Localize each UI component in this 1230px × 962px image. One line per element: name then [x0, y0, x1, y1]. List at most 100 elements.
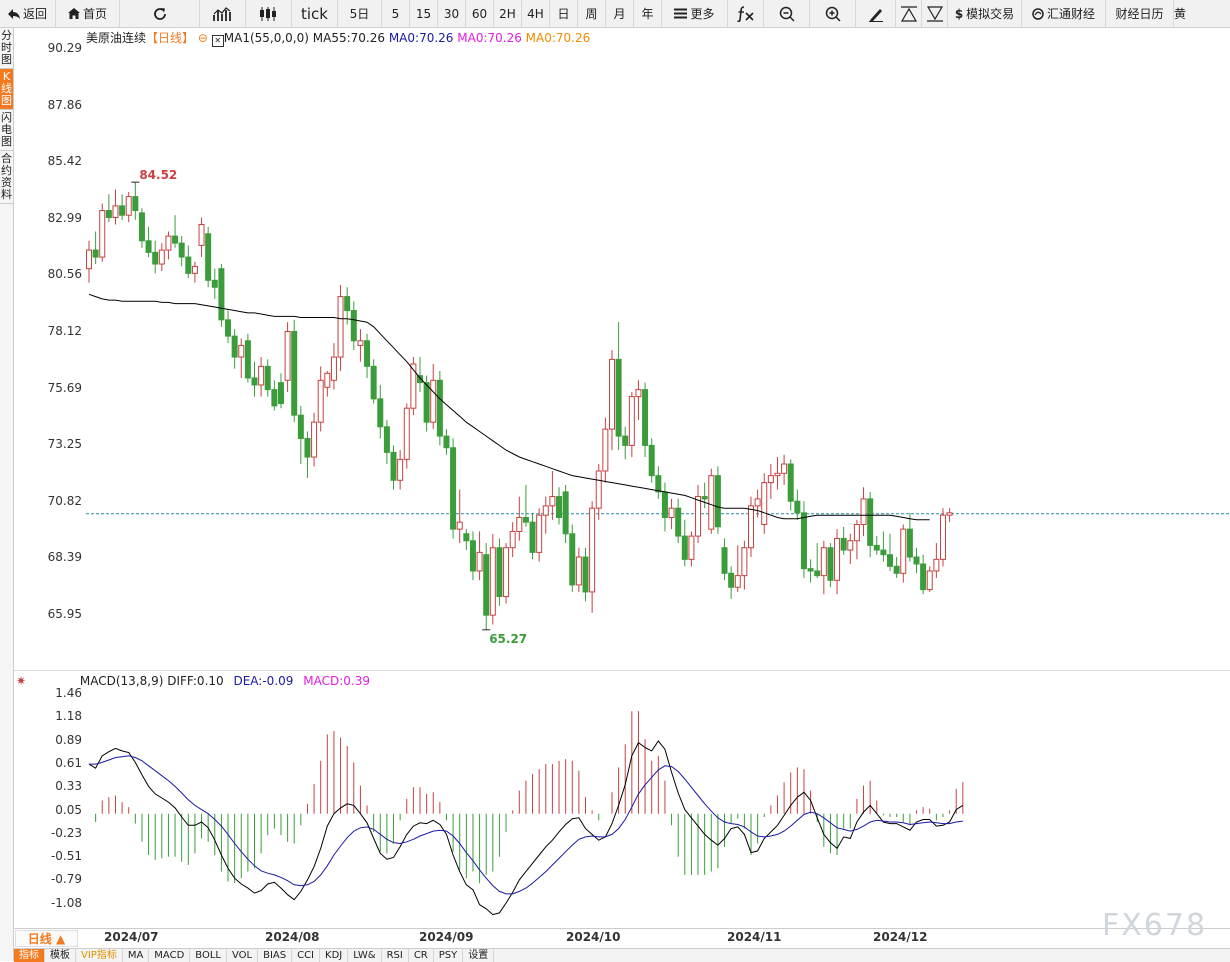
- macd-tick-label: -0.23: [50, 825, 82, 840]
- refresh-button[interactable]: [120, 0, 200, 27]
- tab-vip[interactable]: VIP指标: [76, 949, 123, 962]
- candle-body: [324, 372, 331, 388]
- tab-vol[interactable]: VOL: [227, 949, 259, 962]
- candle-body: [873, 544, 880, 551]
- sim-trade-label: 模拟交易: [966, 7, 1015, 21]
- triangle-up-icon: [900, 5, 917, 22]
- low-price-label: 65.27: [489, 632, 527, 646]
- tab-template[interactable]: 模板: [45, 949, 76, 962]
- period-60[interactable]: 60: [466, 0, 494, 27]
- candle-body: [430, 379, 437, 423]
- tab-cci[interactable]: CCI: [292, 949, 321, 962]
- candle-body: [225, 319, 232, 337]
- settings-circle-icon[interactable]: ⊖: [197, 31, 208, 45]
- ma-c-value: MA0:70.26: [525, 31, 591, 45]
- tab-macd[interactable]: MACD: [149, 949, 191, 962]
- candle-body: [906, 528, 913, 558]
- candle-body: [383, 426, 390, 453]
- candle-body: [251, 377, 258, 386]
- home-label: 首页: [82, 7, 107, 21]
- overflow-label: 黄: [1174, 7, 1187, 21]
- candle-body: [436, 379, 443, 437]
- period-5[interactable]: 5: [382, 0, 410, 27]
- price-tick-label: 73.25: [47, 437, 82, 452]
- xaxis-label: 2024/09: [419, 930, 474, 944]
- price-tick-label: 87.86: [47, 97, 82, 112]
- high-price-label: 84.52: [139, 168, 177, 182]
- candle-body: [787, 463, 794, 502]
- back-button[interactable]: 返回: [0, 0, 56, 27]
- candle-body: [569, 533, 576, 586]
- tick-button[interactable]: tick: [292, 0, 338, 27]
- sim-trade-button[interactable]: $ 模拟交易: [948, 0, 1022, 27]
- tab-cr[interactable]: CR: [409, 949, 434, 962]
- formula-button[interactable]: [728, 0, 764, 27]
- period-2h[interactable]: 2H: [494, 0, 522, 27]
- period-5d[interactable]: 5日: [338, 0, 382, 27]
- xaxis-label: 2024/12: [873, 930, 928, 944]
- candle-body: [410, 363, 417, 409]
- period-week[interactable]: 周: [578, 0, 606, 27]
- candle-body: [688, 535, 695, 560]
- period-day[interactable]: 日: [550, 0, 578, 27]
- triangle-down-icon: [926, 5, 943, 22]
- candle-body: [880, 549, 887, 556]
- price-tick-label: 90.29: [47, 41, 82, 55]
- candle-body: [529, 521, 536, 553]
- candle-body: [119, 205, 126, 216]
- draw-up-button[interactable]: [896, 0, 922, 27]
- tab-ma[interactable]: MA: [123, 949, 150, 962]
- candle-body: [456, 521, 463, 530]
- zoom-out-button[interactable]: [764, 0, 810, 27]
- tab-indicator[interactable]: 指标: [14, 949, 45, 962]
- huitong-button[interactable]: 汇通财经: [1022, 0, 1106, 27]
- zoom-in-button[interactable]: [810, 0, 856, 27]
- candle-body: [754, 498, 761, 507]
- tab-rsi[interactable]: RSI: [382, 949, 409, 962]
- tab-settings[interactable]: 设置: [463, 949, 495, 962]
- line-chart-button[interactable]: [200, 0, 246, 27]
- tab-bias[interactable]: BIAS: [258, 949, 293, 962]
- draw-pen-button[interactable]: [856, 0, 896, 27]
- candle-body: [476, 551, 483, 572]
- period-year[interactable]: 年: [634, 0, 662, 27]
- xaxis-line: [14, 928, 1230, 929]
- candle-body: [443, 435, 450, 449]
- indicator-toggle-icon[interactable]: ✕: [211, 35, 224, 47]
- sidebar-item-kline[interactable]: K线图: [0, 69, 13, 110]
- sidebar-item-flash[interactable]: 闪电图: [0, 110, 13, 151]
- macd-value: MACD:0.39: [303, 674, 370, 688]
- candle-body: [218, 268, 225, 321]
- candle-body: [595, 470, 602, 509]
- tab-boll[interactable]: BOLL: [190, 949, 227, 962]
- period-dropdown[interactable]: 日线 ▲: [15, 930, 78, 947]
- candle-body: [536, 514, 543, 553]
- symbol-name: 美原油连续: [86, 31, 147, 45]
- period-15[interactable]: 15: [410, 0, 438, 27]
- calendar-button[interactable]: 财经日历: [1106, 0, 1174, 27]
- toolbar-overflow-item[interactable]: 黄: [1174, 0, 1198, 27]
- period-month[interactable]: 月: [606, 0, 634, 27]
- period-30[interactable]: 30: [438, 0, 466, 27]
- price-tick-label: 85.42: [47, 154, 82, 169]
- candle-body: [635, 389, 642, 398]
- huitong-label: 汇通财经: [1046, 7, 1095, 21]
- candle-body: [820, 547, 827, 577]
- sidebar-item-timeshare[interactable]: 分时图: [0, 28, 13, 69]
- tab-kdj[interactable]: KDJ: [320, 949, 349, 962]
- candle-body: [721, 547, 728, 574]
- sidebar-item-contract[interactable]: 合约资料: [0, 151, 13, 204]
- price-tick-label: 80.56: [47, 267, 82, 282]
- home-button[interactable]: 首页: [56, 0, 120, 27]
- more-button[interactable]: 更多: [662, 0, 728, 27]
- tab-psy[interactable]: PSY: [434, 949, 464, 962]
- candlestick-icon: [259, 6, 276, 21]
- macd-title: MACD(13,8,9): [79, 674, 164, 688]
- draw-down-button[interactable]: [922, 0, 948, 27]
- candle-body: [615, 358, 622, 437]
- tab-lw[interactable]: LW&: [348, 949, 382, 962]
- period-4h[interactable]: 4H: [522, 0, 550, 27]
- macd-settings-icon[interactable]: ✷: [16, 674, 27, 688]
- candle-chart-button[interactable]: [246, 0, 292, 27]
